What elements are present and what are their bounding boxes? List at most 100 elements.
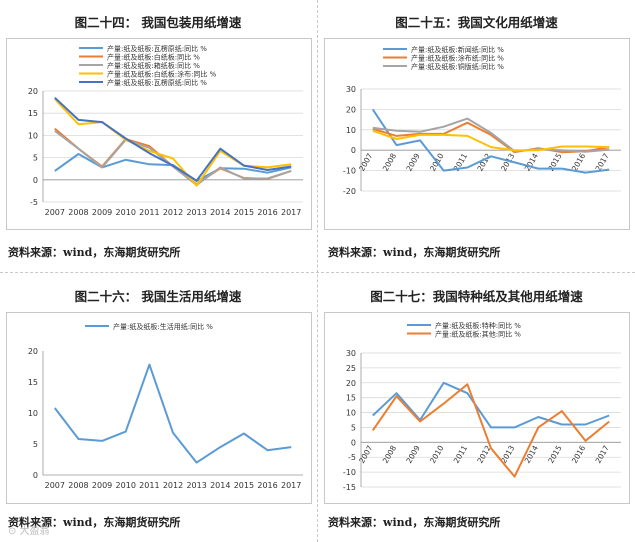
chart-26-series-1-line bbox=[54, 363, 292, 464]
chart-25-x-tick-label: 2007 bbox=[357, 152, 374, 173]
chart-25-x-tick-label: 2014 bbox=[523, 152, 540, 173]
chart-27-y-tick-label: 20 bbox=[346, 379, 356, 388]
chart-25-series-2-line bbox=[372, 121, 610, 154]
chart-25-x-tick-label: 2008 bbox=[381, 152, 398, 173]
chart-24-series-5-line bbox=[54, 96, 292, 182]
chart-27-title: 图二十七：我国特种纸及其他用纸增速 bbox=[370, 289, 583, 304]
chart-24-legend-label: 产量:纸及纸板:白纸板:涂布:同比 % bbox=[107, 70, 217, 79]
chart-27-y-tick-label: -5 bbox=[348, 453, 356, 462]
chart-24-series-4-line bbox=[54, 98, 292, 187]
chart-26-x-tick-label: 2011 bbox=[139, 481, 159, 490]
chart-27-y-tick-label: 15 bbox=[346, 394, 356, 403]
chart-26-x-tick-label: 2017 bbox=[281, 481, 301, 490]
chart-24-y-tick-label: 10 bbox=[28, 131, 38, 140]
chart-26-x-tick-label: 2007 bbox=[45, 481, 65, 490]
chart-24-legend-label: 产量:纸及纸板:白纸板:同比 % bbox=[107, 53, 200, 62]
chart-25-legend-label: 产量:纸及纸板:铜版纸:同比 % bbox=[411, 62, 504, 71]
chart-27-x-tick-label: 2015 bbox=[546, 444, 563, 465]
chart-26-y-tick-label: 20 bbox=[28, 347, 38, 356]
chart-24-y-tick-label: 0 bbox=[33, 176, 38, 185]
chart-27-y-tick-label: 5 bbox=[351, 423, 356, 432]
chart-24-x-tick-label: 2013 bbox=[186, 208, 206, 217]
chart-24-x-tick-label: 2016 bbox=[257, 208, 277, 217]
chart-27-x-tick-label: 2017 bbox=[594, 444, 611, 465]
chart-26-title: 图二十六： 我国生活用纸增速 bbox=[74, 289, 242, 304]
chart-24-title: 图二十四： 我国包装用纸增速 bbox=[74, 15, 242, 30]
chart-25-y-tick-label: 20 bbox=[346, 105, 356, 114]
chart-27-y-tick-label: 0 bbox=[351, 438, 356, 447]
chart-27-y-tick-label: -15 bbox=[343, 483, 356, 492]
chart-25-x-tick-label: 2009 bbox=[404, 152, 421, 173]
chart-26-y-tick-label: 10 bbox=[28, 409, 38, 418]
chart-24-x-tick-label: 2017 bbox=[281, 208, 301, 217]
chart-24-y-tick-label: 15 bbox=[28, 109, 38, 118]
chart-27-x-tick-label: 2011 bbox=[452, 444, 469, 465]
chart-25-series-1-line bbox=[371, 108, 610, 174]
chart-25-box: -20 -10 0 10 20 30 2007 2008 2009 2010 2011 2012 201… bbox=[324, 38, 630, 230]
chart-27-box: -15 -10 -5 0 5 10 15 20 25 30 2007 2008 2009 2010 2011… bbox=[324, 312, 630, 504]
chart-26-x-tick-label: 2016 bbox=[257, 481, 277, 490]
chart-27-svg: -15 -10 -5 0 5 10 15 20 25 30 2007 2008 2009 2010 2011… bbox=[343, 321, 621, 492]
watermark: ⊙ 大盈翁 bbox=[8, 526, 50, 537]
chart-26-box: 0 5 10 15 20 2007 2008 2009 2010 2011 2012 2013 2014… bbox=[6, 312, 312, 504]
chart-25-legend-label: 产量:纸及纸板:涂布纸:同比 % bbox=[411, 54, 504, 63]
chart-27-x-tick-label: 2007 bbox=[357, 444, 374, 465]
source-note-27: 资料来源：wind，东海期货研究所 bbox=[328, 516, 501, 529]
chart-26-y-tick-label: 5 bbox=[33, 440, 38, 449]
chart-25-series-3-line bbox=[372, 117, 610, 153]
chart-24-x-tick-label: 2007 bbox=[45, 208, 65, 217]
chart-27-x-tick-label: 2010 bbox=[428, 444, 445, 465]
chart-24-x-tick-label: 2011 bbox=[139, 208, 159, 217]
chart-26-svg: 0 5 10 15 20 2007 2008 2009 2010 2011 2012 2013 2014… bbox=[28, 322, 303, 490]
chart-26-x-tick-label: 2015 bbox=[234, 481, 254, 490]
source-note-26: 资料来源：wind，东海期货研究所 bbox=[8, 516, 181, 529]
chart-24-x-tick-label: 2014 bbox=[210, 208, 230, 217]
chart-25-y-tick-label: -20 bbox=[343, 187, 356, 196]
chart-24-x-tick-label: 2010 bbox=[116, 208, 136, 217]
chart-27-legend-label: 产量:纸及纸板:特种:同比 % bbox=[435, 321, 521, 330]
chart-27-y-tick-label: 10 bbox=[346, 409, 356, 418]
chart-25-series-4-line bbox=[372, 129, 610, 152]
chart-26-x-tick-label: 2009 bbox=[92, 481, 112, 490]
source-note-25: 资料来源：wind，东海期货研究所 bbox=[328, 246, 501, 259]
chart-27-legend-label: 产量:纸及纸板:其他:同比 % bbox=[435, 330, 521, 339]
chart-27-y-tick-label: -10 bbox=[343, 468, 356, 477]
chart-24-box: -5 0 5 10 15 20 2007 2008 2009 2010 2011 2012 2013 20… bbox=[6, 38, 312, 230]
chart-24-y-tick-label: 5 bbox=[33, 154, 38, 163]
chart-24-x-tick-label: 2015 bbox=[234, 208, 254, 217]
chart-24-legend-label: 产量:纸及纸板:箱纸板:同比 % bbox=[107, 61, 200, 70]
chart-25-y-tick-label: -10 bbox=[343, 167, 356, 176]
chart-26-x-tick-label: 2014 bbox=[210, 481, 230, 490]
chart-24-legend-label: 产量:纸及纸板:瓦楞原纸:同比 % bbox=[107, 44, 207, 53]
chart-24-svg: -5 0 5 10 15 20 2007 2008 2009 2010 2011 2012 2013 20… bbox=[28, 44, 303, 217]
chart-27-series-1-line bbox=[372, 381, 610, 429]
chart-24-y-tick-label: 20 bbox=[28, 87, 38, 96]
chart-27-y-tick-label: 30 bbox=[346, 349, 356, 358]
chart-26-y-tick-label: 15 bbox=[28, 378, 38, 387]
chart-27-y-tick-label: 25 bbox=[346, 364, 356, 373]
chart-26-x-tick-label: 2008 bbox=[68, 481, 88, 490]
chart-26-x-tick-label: 2010 bbox=[116, 481, 136, 490]
chart-24-x-tick-label: 2009 bbox=[92, 208, 112, 217]
chart-27-series-2-line bbox=[371, 383, 610, 478]
chart-26-x-tick-label: 2013 bbox=[186, 481, 206, 490]
chart-26-y-tick-label: 0 bbox=[33, 471, 38, 480]
chart-25-y-tick-label: 30 bbox=[346, 85, 356, 94]
chart-27-x-tick-label: 2008 bbox=[381, 444, 398, 465]
chart-27-x-tick-label: 2009 bbox=[404, 444, 421, 465]
chart-24-x-tick-label: 2008 bbox=[68, 208, 88, 217]
chart-25-legend-label: 产量:纸及纸板:新闻纸:同比 % bbox=[411, 45, 504, 54]
chart-25-title: 图二十五：我国文化用纸增速 bbox=[395, 15, 558, 30]
source-note-24: 资料来源：wind，东海期货研究所 bbox=[8, 246, 181, 259]
chart-27-x-tick-label: 2016 bbox=[570, 444, 587, 465]
chart-24-x-tick-label: 2012 bbox=[163, 208, 183, 217]
chart-25-y-tick-label: 10 bbox=[346, 126, 356, 135]
chart-24-series-2-line bbox=[54, 127, 292, 186]
column-divider bbox=[317, 0, 318, 542]
chart-26-x-tick-label: 2012 bbox=[163, 481, 183, 490]
chart-26-legend-label: 产量:纸及纸板:生活用纸:同比 % bbox=[113, 322, 213, 331]
chart-24-legend-label: 产量:纸及纸板:瓦楞原纸:同比 % bbox=[107, 78, 207, 87]
chart-24-y-tick-label: -5 bbox=[30, 198, 38, 207]
chart-25-y-tick-label: 0 bbox=[351, 146, 356, 155]
